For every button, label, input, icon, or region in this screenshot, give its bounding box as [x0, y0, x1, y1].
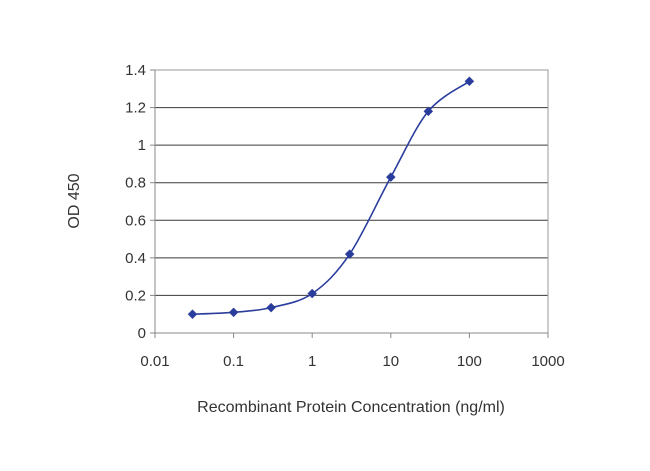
x-tick-label: 0.1	[223, 353, 244, 370]
data-point-marker	[228, 307, 239, 318]
y-tick-label: 0	[138, 325, 146, 342]
data-point-marker	[385, 172, 396, 182]
x-tick-label: 0.01	[140, 353, 169, 370]
gridlines	[155, 69, 548, 296]
x-tick-label: 10	[382, 353, 399, 370]
data-point-marker	[187, 309, 198, 320]
series	[187, 76, 475, 320]
x-axis-title: Recombinant Protein Concentration (ng/ml…	[197, 399, 505, 416]
data-point-marker	[266, 302, 276, 313]
y-tick-label: 1.2	[125, 100, 146, 117]
data-point-marker	[423, 106, 434, 117]
plot-area	[154, 69, 549, 334]
tick-labels: 0 0.2 0.4 0.6 0.8 1 1.2 1.4 0.01 0.1 1 10 100 1000	[125, 62, 565, 370]
series-line	[192, 80, 470, 315]
x-tick-label: 1	[308, 353, 316, 370]
y-tick-label: 0.6	[125, 212, 146, 229]
data-point-marker	[464, 76, 475, 87]
y-tick-label: 1	[138, 137, 146, 154]
x-tick-label: 100	[457, 353, 482, 370]
y-axis-title: OD 450	[66, 173, 83, 228]
axes	[150, 69, 549, 338]
x-tick-label: 1000	[531, 353, 564, 370]
data-point-marker	[307, 288, 318, 299]
y-tick-label: 0.8	[125, 175, 146, 192]
y-tick-label: 0.2	[125, 287, 146, 304]
data-point-marker	[344, 249, 355, 259]
y-tick-label: 0.4	[125, 250, 146, 267]
y-tick-label: 1.4	[125, 62, 146, 79]
